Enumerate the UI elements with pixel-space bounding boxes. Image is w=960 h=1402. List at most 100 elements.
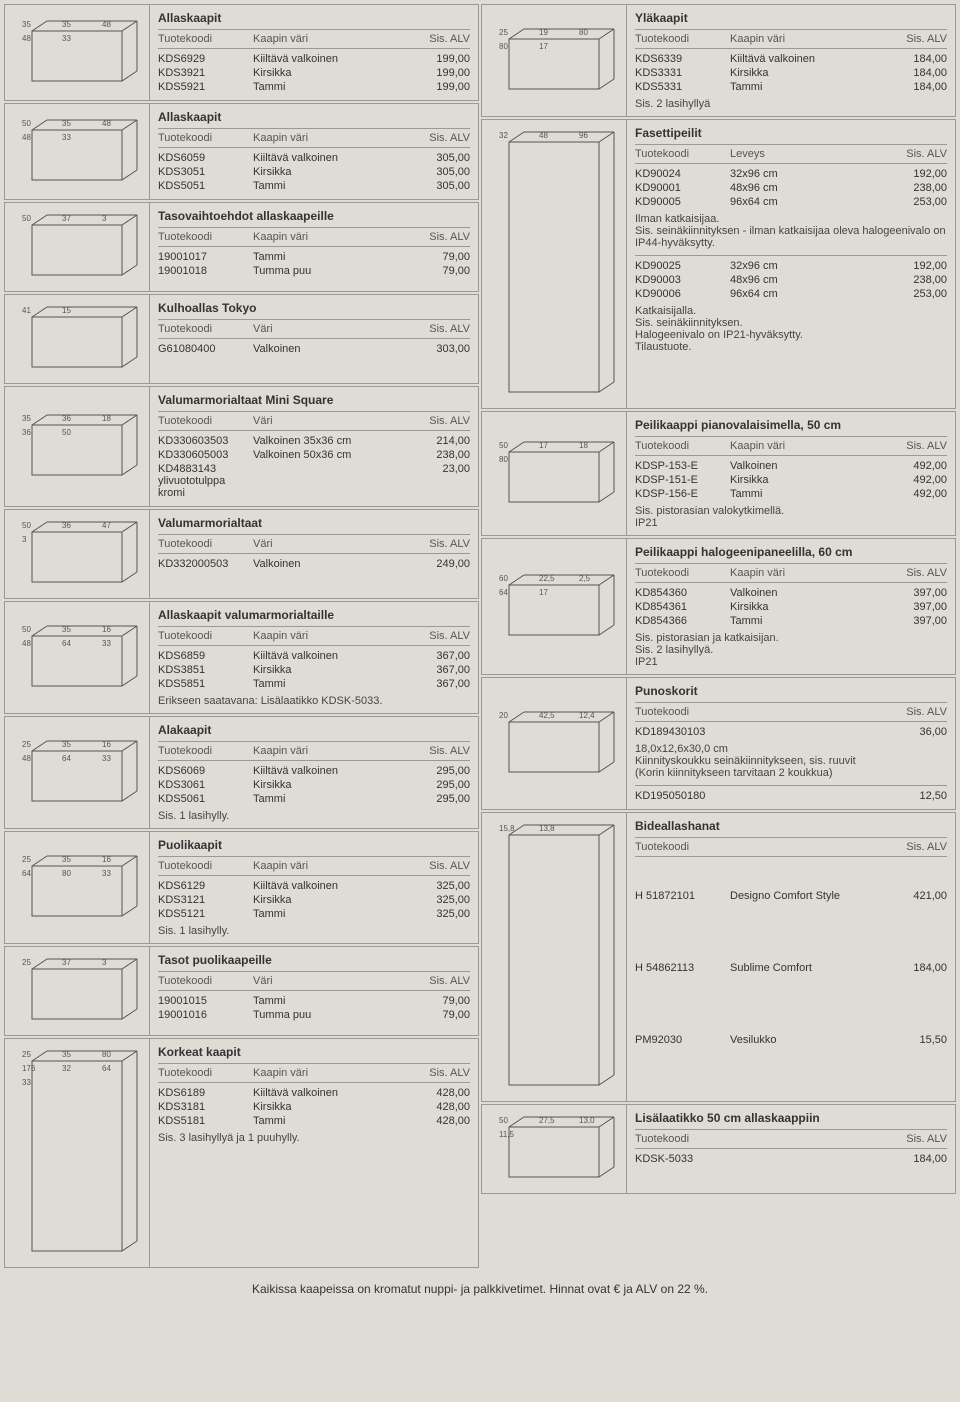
cell-code: KDS5851 <box>158 678 253 690</box>
table-row: KD9000148x96 cm238,00 <box>635 181 947 195</box>
svg-text:18: 18 <box>579 441 588 450</box>
cell-desc: Tammi <box>253 995 405 1007</box>
svg-text:35: 35 <box>22 20 31 29</box>
product-section: 3536183650 Valumarmorialtaat Mini Square… <box>4 386 479 507</box>
section-note: Sis. 2 lasihyllyä <box>635 94 947 110</box>
cell-price: 305,00 <box>405 166 470 178</box>
svg-text:50: 50 <box>499 1116 508 1125</box>
table-header: TuotekoodiKaapin väriSis. ALV <box>158 627 470 646</box>
cell-code: KD854361 <box>635 601 730 613</box>
product-drawing: 3536183650 <box>5 387 150 506</box>
table-row: KDS5181Tammi428,00 <box>158 1114 470 1128</box>
cell-price: 184,00 <box>882 67 947 79</box>
cell-desc: Valkoinen 50x36 cm <box>253 449 405 461</box>
table-body: KDS6189Kiiltävä valkoinen428,00KDS3181Ki… <box>158 1083 470 1128</box>
cell-desc: Sublime Comfort <box>730 962 882 974</box>
product-section: 253580176326433 Korkeat kaapitTuotekoodi… <box>4 1038 479 1268</box>
svg-text:13,0: 13,0 <box>579 1116 595 1125</box>
svg-text:13,8: 13,8 <box>539 824 555 833</box>
product-drawing: 3535484833 <box>5 5 150 100</box>
cell-code: H 51872101 <box>635 890 730 902</box>
svg-text:48: 48 <box>22 133 31 142</box>
cell-code: 19001015 <box>158 995 253 1007</box>
header-code: Tuotekoodi <box>158 415 253 427</box>
cell-price: 367,00 <box>405 678 470 690</box>
svg-text:47: 47 <box>102 521 111 530</box>
section-note-extra: Katkaisijalla.Sis. seinäkiinnityksen.Hal… <box>635 301 947 353</box>
cell-price: 184,00 <box>882 53 947 65</box>
header-price: Sis. ALV <box>882 567 947 579</box>
footer-note: Kaikissa kaapeissa on kromatut nuppi- ja… <box>0 1272 960 1304</box>
cell-price: 79,00 <box>405 995 470 1007</box>
header-price: Sis. ALV <box>405 630 470 642</box>
product-drawing: 253516648033 <box>5 832 150 943</box>
svg-text:35: 35 <box>62 1050 71 1059</box>
table-row: KD9002432x96 cm192,00 <box>635 167 947 181</box>
svg-text:50: 50 <box>22 119 31 128</box>
section-title: Tasovaihtoehdot allaskaapeille <box>158 207 470 228</box>
table-row: KDS6059Kiiltävä valkoinen305,00 <box>158 151 470 165</box>
header-desc <box>730 706 882 718</box>
section-content: PunoskoritTuotekoodiSis. ALVKD1894301033… <box>627 678 955 809</box>
product-drawing: 324896 <box>482 120 627 408</box>
table-body: KD332000503Valkoinen249,00 <box>158 554 470 571</box>
table-header: TuotekoodiVäriSis. ALV <box>158 412 470 431</box>
svg-text:48: 48 <box>102 20 111 29</box>
product-drawing: 15,813,8 <box>482 813 627 1101</box>
cell-price: 428,00 <box>405 1087 470 1099</box>
svg-text:16: 16 <box>102 855 111 864</box>
section-content: AlakaapitTuotekoodiKaapin väriSis. ALVKD… <box>150 717 478 828</box>
svg-text:3: 3 <box>102 214 107 223</box>
cell-desc: Kirsikka <box>253 779 405 791</box>
svg-text:32: 32 <box>499 131 508 140</box>
cell-price: 253,00 <box>882 196 947 208</box>
cell-desc: Tammi <box>730 81 882 93</box>
cell-code: KDS5121 <box>158 908 253 920</box>
cell-desc <box>730 1153 882 1165</box>
cell-code: KDSP-151-E <box>635 474 730 486</box>
cell-desc: Tammi <box>253 793 405 805</box>
product-section: 5027,513,011,5 Lisälaatikko 50 cm allask… <box>481 1104 956 1194</box>
table-body: G61080400Valkoinen303,00 <box>158 339 470 356</box>
table-row: KD330603503Valkoinen 35x36 cm214,00 <box>158 434 470 448</box>
cell-desc: Tammi <box>730 488 882 500</box>
table-row: 19001016Tumma puu79,00 <box>158 1008 470 1022</box>
svg-text:17: 17 <box>539 588 548 597</box>
left-column: 3535484833 AllaskaapitTuotekoodiKaapin v… <box>4 4 479 1268</box>
svg-text:3: 3 <box>22 535 27 544</box>
svg-text:64: 64 <box>62 754 71 763</box>
svg-text:64: 64 <box>62 639 71 648</box>
svg-text:15: 15 <box>62 306 71 315</box>
table-row: H 51872101Designo Comfort Style421,00 <box>635 860 947 932</box>
cell-price: 492,00 <box>882 474 947 486</box>
cell-desc: 48x96 cm <box>730 274 882 286</box>
product-drawing: 6022,52,56417 <box>482 539 627 674</box>
table-row: KDS5921Tammi199,00 <box>158 80 470 94</box>
section-title: Valumarmorialtaat Mini Square <box>158 391 470 412</box>
table-header: TuotekoodiKaapin väriSis. ALV <box>158 228 470 247</box>
product-section: 503516486433 Allaskaapit valumarmorialta… <box>4 601 479 714</box>
section-title: Peilikaappi pianovalaisimella, 50 cm <box>635 416 947 437</box>
cell-price: 295,00 <box>405 779 470 791</box>
section-title: Korkeat kaapit <box>158 1043 470 1064</box>
table-row: KDS5061Tammi295,00 <box>158 792 470 806</box>
section-title: Allaskaapit <box>158 9 470 30</box>
table-body: H 51872101Designo Comfort Style421,00H 5… <box>635 857 947 1076</box>
cell-code: KD195050180 <box>635 790 730 802</box>
cell-price: 238,00 <box>882 274 947 286</box>
product-section: 253516648033 PuolikaapitTuotekoodiKaapin… <box>4 831 479 944</box>
cell-code: KD854366 <box>635 615 730 627</box>
svg-text:33: 33 <box>102 869 111 878</box>
cell-price: 23,00 <box>405 463 470 499</box>
cell-desc: 32x96 cm <box>730 168 882 180</box>
svg-text:48: 48 <box>539 131 548 140</box>
cell-code: KDS5051 <box>158 180 253 192</box>
header-desc: Kaapin väri <box>253 745 405 757</box>
cell-desc: Kiiltävä valkoinen <box>253 880 405 892</box>
cell-price: 199,00 <box>405 81 470 93</box>
cell-desc: Kiiltävä valkoinen <box>253 152 405 164</box>
cell-price: 184,00 <box>882 81 947 93</box>
header-code: Tuotekoodi <box>158 745 253 757</box>
cell-price: 12,50 <box>882 790 947 802</box>
section-title: Yläkaapit <box>635 9 947 30</box>
